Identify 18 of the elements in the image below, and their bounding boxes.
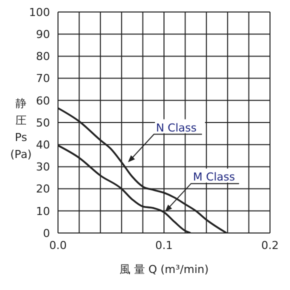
y-tick-label: 20 — [36, 182, 50, 196]
y-tick-label: 10 — [36, 204, 50, 218]
annotation: M Class — [193, 170, 236, 184]
y-tick-label: 100 — [29, 6, 50, 19]
y-tick-label: 80 — [36, 50, 50, 64]
x-axis-title: 風 量 Q (m³/min) — [118, 262, 210, 277]
y-tick-label: 90 — [36, 28, 50, 42]
y-tick-label: 30 — [36, 160, 50, 174]
annotation: N Class — [156, 121, 197, 134]
y-tick-label: 40 — [36, 138, 50, 152]
y-tick-label: 60 — [36, 94, 50, 108]
x-tick-label: 0.2 — [261, 238, 279, 252]
y-tick-label: 0 — [43, 226, 50, 240]
y-tick-label: 50 — [36, 116, 50, 130]
x-tick-label: 0.0 — [49, 238, 67, 252]
y-tick-label: 70 — [36, 72, 50, 86]
x-tick-label: 0.1 — [155, 238, 173, 252]
y-axis-title: 静圧 Ps (Pa) — [10, 97, 32, 161]
